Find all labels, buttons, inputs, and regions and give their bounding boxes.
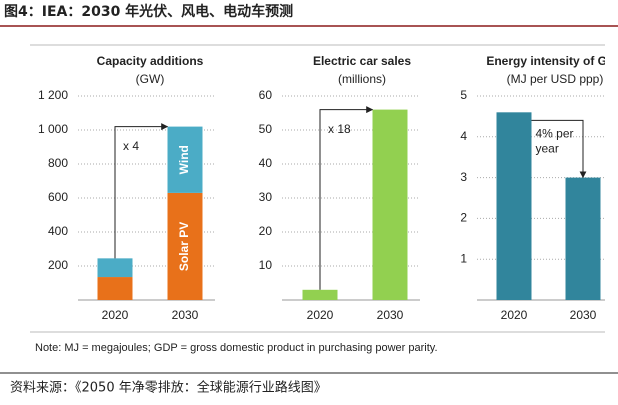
y-tick-label: 800 bbox=[48, 156, 68, 170]
note: Note: MJ = megajoules; GDP = gross domes… bbox=[35, 342, 438, 354]
y-tick-label: 1 bbox=[460, 251, 467, 265]
chart-title: Capacity additions bbox=[97, 54, 204, 68]
decline-arrow bbox=[531, 119, 587, 179]
growth-arrow bbox=[114, 123, 169, 259]
series-label: Solar PV bbox=[177, 222, 191, 271]
bar-segment bbox=[167, 126, 203, 193]
x-tick-label: 2020 bbox=[307, 308, 334, 322]
chart-subtitle: (millions) bbox=[338, 72, 386, 86]
annotation: x 4 bbox=[123, 139, 139, 153]
y-tick-label: 20 bbox=[259, 224, 273, 238]
growth-arrow bbox=[319, 106, 374, 290]
bar bbox=[496, 112, 532, 300]
charts: Capacity additions (GW) 200 400 600 800 1 000 1… bbox=[38, 54, 618, 322]
chart-title: Electric car sales bbox=[313, 54, 411, 68]
y-tick-label: 60 bbox=[259, 88, 273, 102]
x-tick-label: 2030 bbox=[172, 308, 199, 322]
x-tick-label: 2030 bbox=[570, 308, 597, 322]
bar bbox=[372, 109, 408, 300]
series-label: Wind bbox=[177, 145, 191, 174]
y-tick-label: 30 bbox=[259, 190, 273, 204]
source: 资料来源：《2050 年净零排放：全球能源行业路线图》 bbox=[10, 380, 327, 396]
x-tick-label: 2020 bbox=[501, 308, 528, 322]
y-tick-label: 10 bbox=[259, 258, 273, 272]
y-tick-label: 40 bbox=[259, 156, 273, 170]
chart-subtitle: (GW) bbox=[136, 72, 165, 86]
bar-segment bbox=[97, 258, 133, 278]
y-tick-label: 200 bbox=[48, 258, 68, 272]
annotation: x 18 bbox=[328, 122, 351, 136]
chart-title: Energy intensity of GDP bbox=[486, 54, 618, 68]
bar bbox=[302, 289, 338, 300]
annotation: year bbox=[536, 141, 559, 155]
bar bbox=[565, 177, 601, 300]
y-tick-label: 4 bbox=[460, 129, 467, 143]
y-tick-label: 50 bbox=[259, 122, 273, 136]
y-tick-label: 3 bbox=[460, 170, 467, 184]
y-tick-label: 600 bbox=[48, 190, 68, 204]
y-tick-label: 400 bbox=[48, 224, 68, 238]
figure-title: 图4：IEA：2030 年光伏、风电、电动车预测 bbox=[4, 3, 293, 20]
y-tick-label: 1 200 bbox=[38, 88, 68, 102]
bar-segment bbox=[167, 192, 203, 300]
bar-segment bbox=[97, 277, 133, 300]
chart-subtitle: (MJ per USD ppp) bbox=[507, 72, 604, 86]
x-tick-label: 2030 bbox=[377, 308, 404, 322]
x-tick-label: 2020 bbox=[102, 308, 129, 322]
y-tick-label: 1 000 bbox=[38, 122, 68, 136]
y-tick-label: 2 bbox=[460, 211, 467, 225]
y-tick-label: 5 bbox=[460, 88, 467, 102]
annotation: 4% per bbox=[536, 126, 574, 140]
